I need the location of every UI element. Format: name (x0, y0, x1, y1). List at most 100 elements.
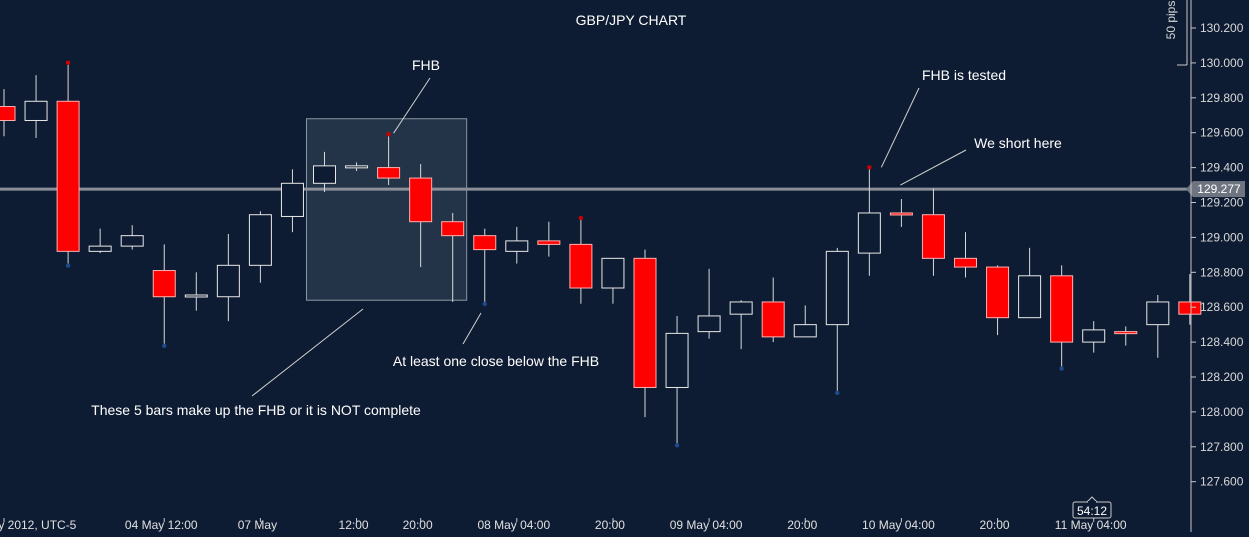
candle[interactable] (601, 257, 625, 304)
bull-candle-body (857, 212, 881, 254)
bull-candle-body (248, 214, 272, 266)
candle[interactable] (1114, 326, 1138, 346)
bear-candle-body (761, 301, 785, 338)
bear-candle-body (889, 212, 913, 216)
candle[interactable] (56, 64, 80, 264)
x-axis[interactable]: ay 2012, UTC-5 04 May 12:00 07 May 12:00 20:… (0, 518, 1127, 532)
five-bars-annotation: These 5 bars make up the FHB or it is NO… (91, 402, 421, 418)
five-bars-pointer-line (251, 308, 364, 397)
candle[interactable] (761, 277, 785, 343)
y-tick-label: 129.600 (1200, 126, 1244, 140)
low-marker (835, 390, 840, 396)
bear-candle-body (56, 100, 80, 252)
candle[interactable] (409, 164, 433, 268)
candle[interactable] (377, 136, 401, 186)
candle[interactable] (697, 268, 721, 339)
candle[interactable] (986, 265, 1010, 336)
candle[interactable] (633, 249, 657, 418)
candle[interactable] (505, 226, 529, 264)
bull-candle-body (313, 165, 336, 184)
y-tick-label: 129.400 (1200, 161, 1244, 175)
candles-layer (0, 64, 1202, 444)
low-marker (1059, 366, 1064, 371)
candle[interactable] (120, 225, 144, 250)
x-tick-label: 04 May 12:00 (125, 518, 198, 532)
bear-candle-body (441, 221, 465, 237)
candle[interactable] (184, 272, 208, 311)
candle[interactable] (889, 199, 913, 227)
bull-candle-body (88, 245, 112, 252)
y-tick-label: 128.800 (1200, 265, 1244, 279)
high-marker (578, 215, 584, 221)
bear-candle-body (1050, 275, 1074, 343)
bear-candle-body (152, 270, 176, 298)
bear-candle-body (569, 243, 593, 289)
candle[interactable] (441, 212, 465, 302)
high-marker (65, 60, 71, 65)
bear-candle-body (473, 235, 497, 251)
bull-candle-body (505, 240, 529, 252)
candle[interactable] (857, 169, 881, 276)
fhb-box (306, 118, 468, 301)
bull-candle-body (1082, 329, 1106, 343)
candle[interactable] (825, 247, 849, 391)
y-tick-label: 127.600 (1200, 475, 1244, 489)
candle[interactable] (24, 75, 48, 138)
x-tick-label: 09 May 04:00 (670, 518, 743, 532)
bull-candle-body (184, 294, 208, 298)
countdown-text: 54:12 (1077, 504, 1107, 518)
bull-candle-body (665, 332, 689, 388)
chart-title: GBP/JPY CHART (576, 12, 687, 28)
candle[interactable] (921, 188, 945, 276)
candle[interactable] (152, 244, 176, 344)
y-axis[interactable]: 130.200 130.000 129.800 129.600 129.400 129.2… (1190, 0, 1244, 532)
bull-candle-body (120, 235, 144, 247)
candle[interactable] (1082, 321, 1106, 353)
bull-candle-body (601, 257, 625, 289)
candle[interactable] (473, 228, 497, 302)
fhb-pointer-line (393, 77, 431, 134)
x-tick-label: 20:00 (595, 518, 625, 532)
close-below-pointer-line (462, 312, 482, 345)
countdown-badge: 54:12 (1072, 496, 1112, 519)
high-marker (867, 165, 872, 170)
fhb-tested-pointer-line (880, 87, 920, 168)
low-marker (482, 301, 487, 307)
candle[interactable] (665, 315, 689, 444)
fhb-tested-annotation: FHB is tested (922, 67, 1006, 83)
candle[interactable] (1146, 294, 1170, 358)
hline-price-label: 129.277 (1197, 182, 1241, 196)
y-tick-label: 128.600 (1200, 300, 1244, 314)
candle[interactable] (1178, 274, 1202, 325)
candle[interactable] (216, 233, 240, 322)
candle[interactable] (313, 151, 336, 193)
candle[interactable] (1050, 265, 1074, 367)
x-tick-label: 10 May 04:00 (862, 518, 935, 532)
y-tick-label: 127.800 (1200, 440, 1244, 454)
candle[interactable] (793, 305, 817, 338)
bear-candle-body (409, 177, 433, 223)
candle[interactable] (569, 219, 593, 304)
candle[interactable] (1018, 247, 1042, 319)
markers-layer (65, 60, 1064, 448)
bull-candle-body (216, 264, 240, 298)
high-marker (386, 131, 391, 137)
candle[interactable] (729, 300, 753, 350)
x-tick-label: 20:00 (787, 518, 817, 532)
candle[interactable] (345, 162, 369, 172)
candle[interactable] (537, 221, 561, 257)
annotation-layer: FHB FHB is tested We short here At least… (91, 57, 1062, 418)
candle[interactable] (280, 169, 304, 233)
y-tick-label: 130.200 (1200, 21, 1244, 35)
candle[interactable] (0, 89, 16, 137)
y-tick-label: 130.000 (1200, 56, 1244, 70)
x-tick-label: 07 May (238, 518, 277, 532)
candle[interactable] (88, 228, 112, 254)
candle[interactable] (248, 211, 272, 283)
candle[interactable] (954, 232, 977, 278)
bull-candle-body (1018, 275, 1042, 319)
bear-candle-body (1114, 331, 1138, 335)
